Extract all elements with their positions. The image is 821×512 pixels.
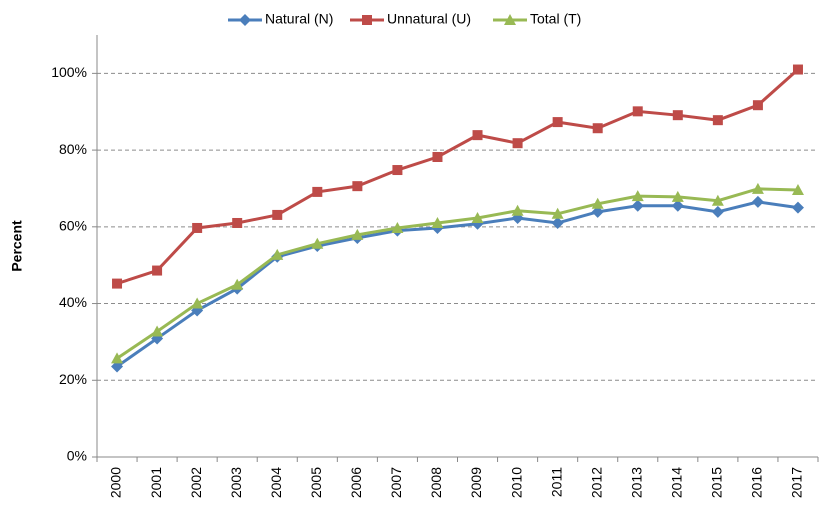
marker-square [192,222,203,233]
x-tick-label: 2015 [709,467,725,498]
y-tick-label: 0% [67,448,87,464]
x-tick-label: 2006 [348,467,364,498]
x-tick-label: 2004 [268,467,284,498]
series-line [116,200,799,368]
marker-square [712,115,723,126]
marker-triangle [271,248,284,260]
y-tick-label: 40% [59,294,87,310]
marker-triangle [671,190,684,202]
x-tick-label: 2012 [588,467,604,498]
marker-square [362,15,372,25]
x-tick-label: 2010 [508,467,524,498]
marker-square [592,123,603,134]
marker-square [352,181,363,192]
y-axis-label: Percent [9,220,25,272]
x-tick-label: 2008 [428,467,444,498]
x-tick-label: 2013 [628,467,644,498]
marker-square [232,217,243,228]
legend-label: Natural (N) [265,11,333,27]
marker-diamond [631,199,644,212]
series-line [116,68,799,286]
marker-triangle [591,197,604,209]
x-tick-label: 2017 [789,467,805,498]
marker-diamond [791,201,804,214]
marker-diamond [671,199,684,212]
legend-label: Unnatural (U) [387,11,471,27]
marker-triangle [351,228,364,240]
marker-square [432,151,443,162]
marker-triangle [551,207,564,219]
y-tick-label: 60% [59,218,87,234]
x-tick-label: 2001 [148,467,164,498]
series-line [116,187,799,360]
marker-triangle [751,182,764,194]
marker-triangle [511,204,524,216]
x-tick-label: 2000 [108,467,124,498]
marker-triangle [631,190,644,202]
marker-triangle [231,278,244,290]
marker-triangle [111,352,124,364]
marker-diamond [751,195,764,208]
marker-diamond [239,14,251,26]
marker-square [312,186,323,197]
x-tick-label: 2005 [308,467,324,498]
marker-square [672,110,683,121]
y-tick-label: 20% [59,371,87,387]
marker-square [152,265,163,276]
marker-square [632,106,643,117]
marker-square [392,165,403,176]
marker-triangle [471,211,484,223]
x-tick-label: 2014 [669,467,685,498]
marker-diamond [591,205,604,218]
x-tick-label: 2009 [468,467,484,498]
marker-triangle [711,194,724,206]
marker-triangle [431,216,444,228]
y-tick-label: 100% [51,64,87,80]
marker-diamond [551,216,564,229]
marker-square [472,130,483,141]
marker-square [272,209,283,220]
marker-square [512,138,523,149]
x-tick-label: 2002 [188,467,204,498]
marker-triangle [391,221,404,233]
x-tick-label: 2016 [749,467,765,498]
marker-triangle [151,325,164,337]
y-tick-label: 80% [59,141,87,157]
x-tick-label: 2011 [548,467,564,497]
marker-square [752,100,763,111]
x-tick-label: 2003 [228,467,244,498]
marker-triangle [311,237,324,249]
marker-diamond [111,360,124,373]
marker-triangle [791,183,804,195]
marker-triangle [504,14,516,25]
marker-square [792,64,803,75]
x-tick-label: 2007 [388,467,404,498]
marker-triangle [191,297,204,309]
marker-square [112,278,123,289]
legend-label: Total (T) [530,11,581,27]
marker-diamond [711,205,724,218]
marker-square [552,117,563,128]
